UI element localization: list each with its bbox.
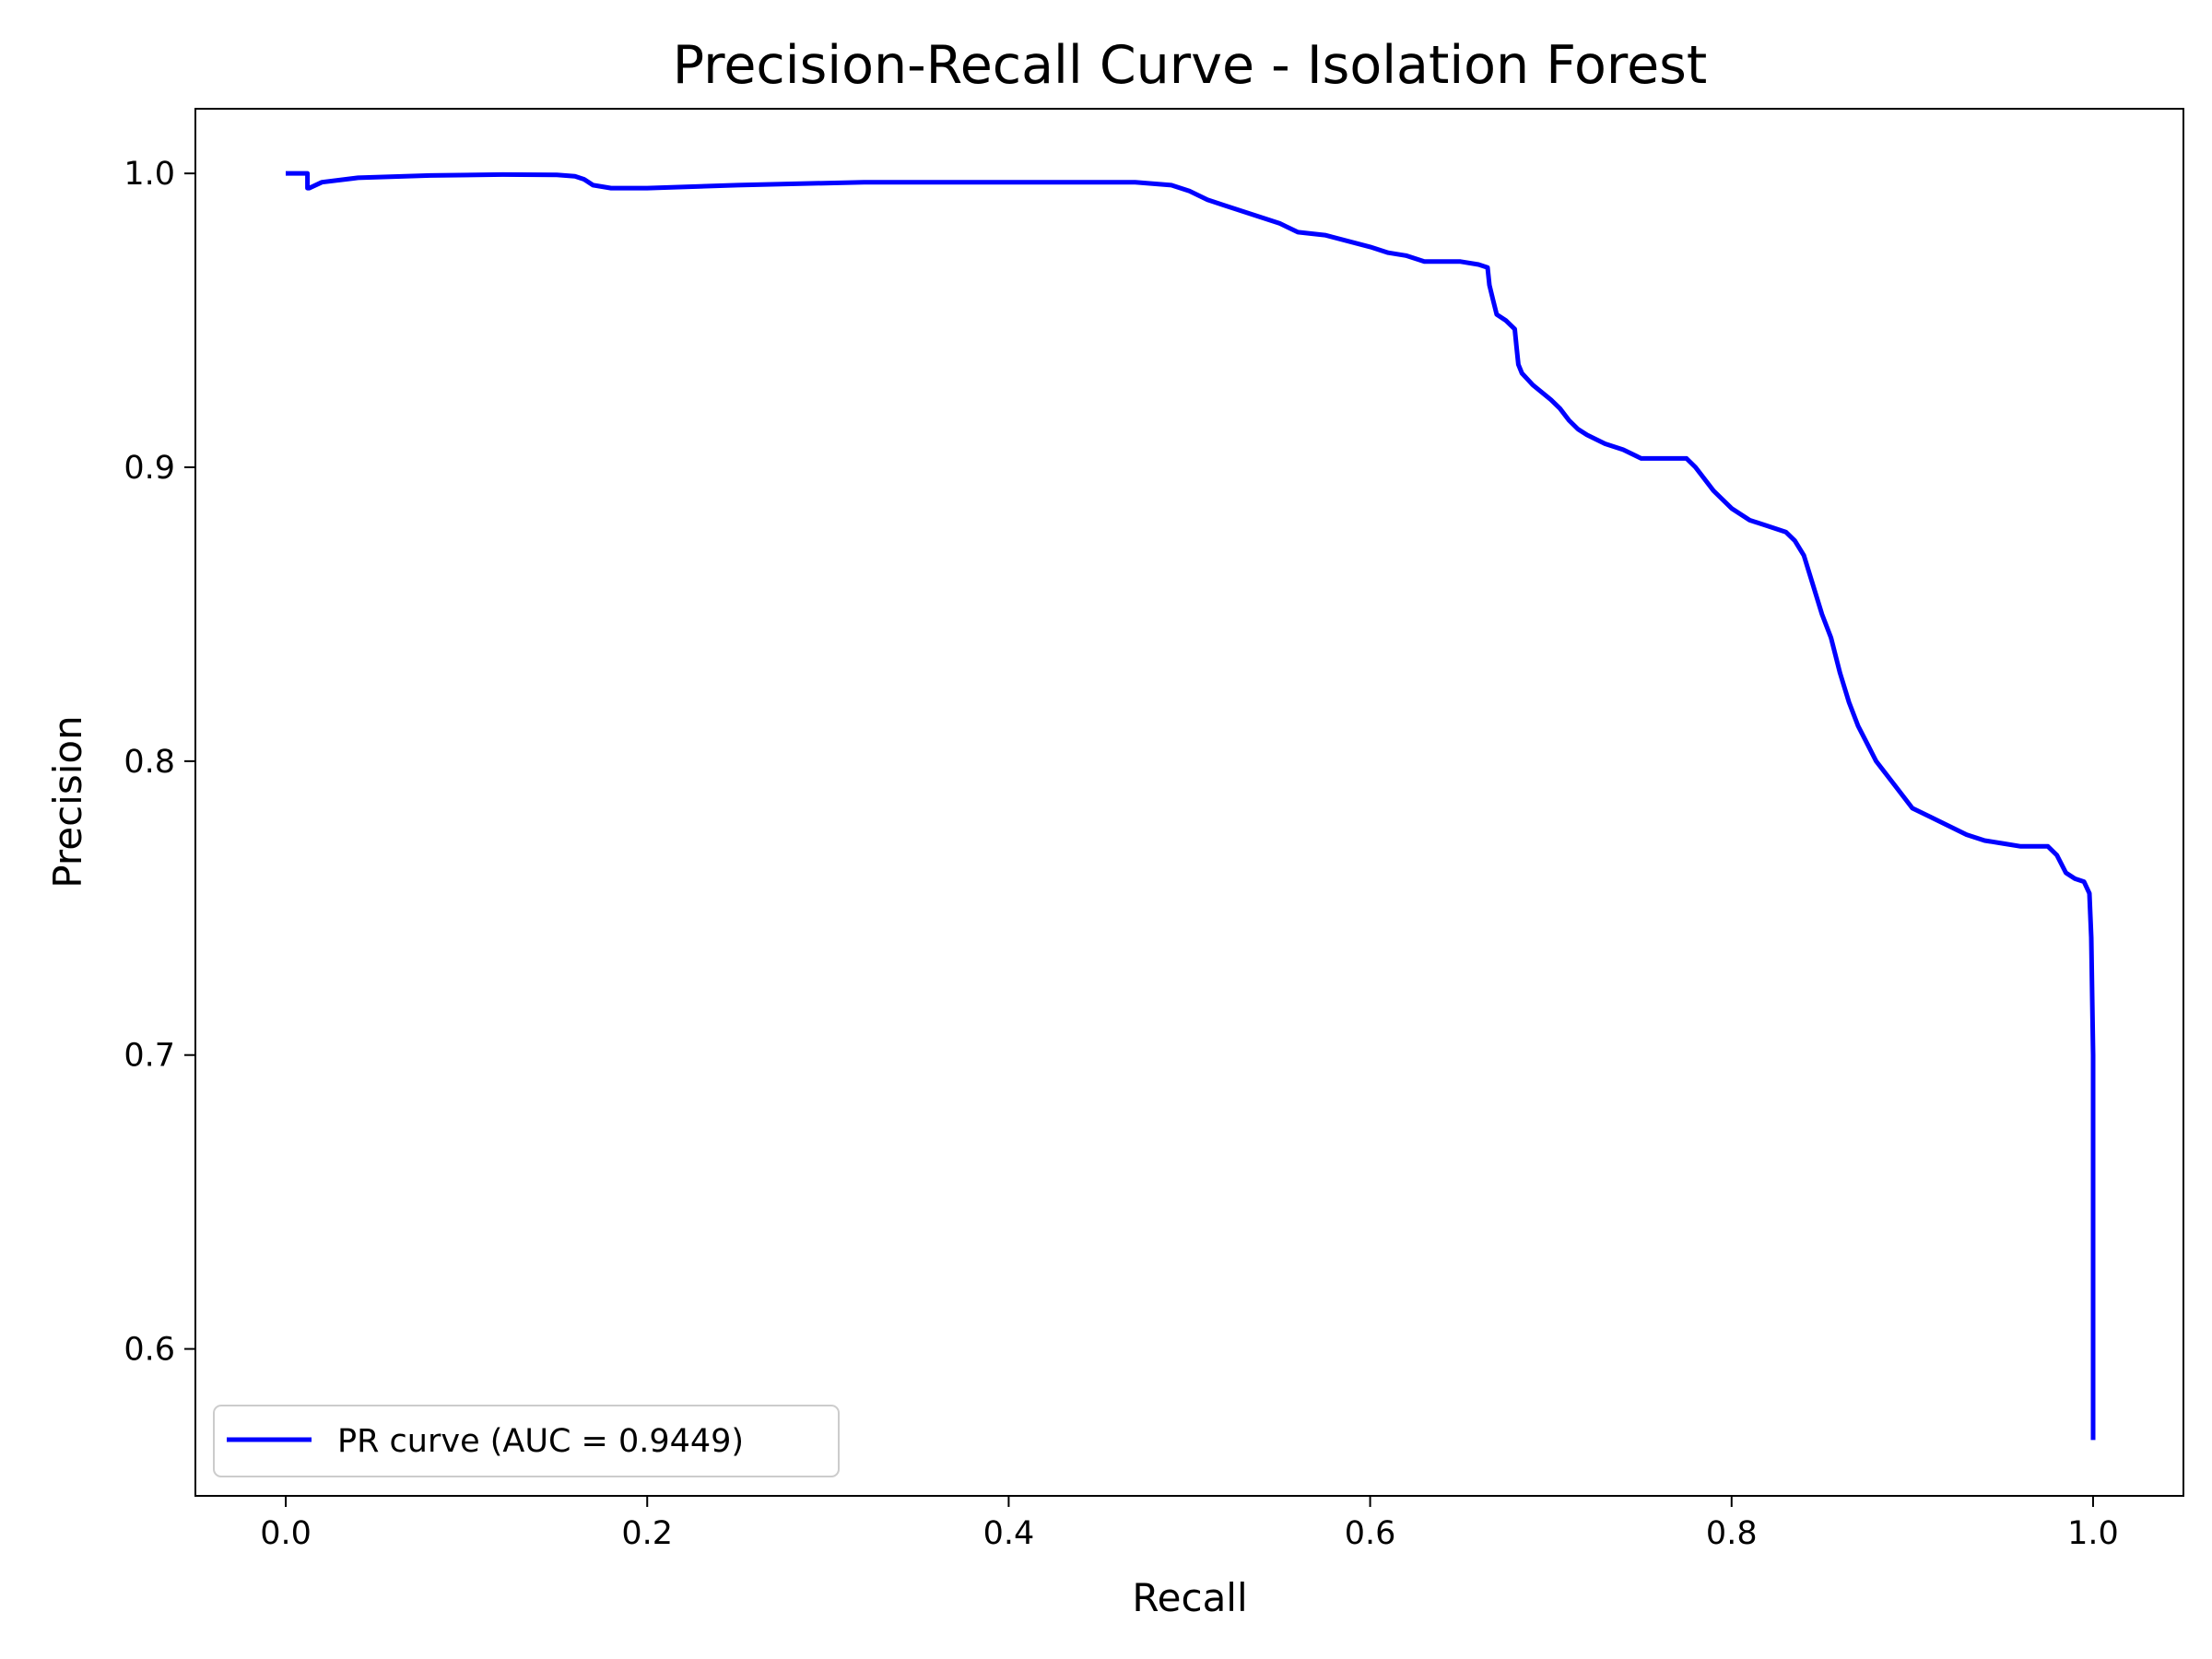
y-axis-label: Precision — [45, 715, 90, 888]
x-tick-label: 0.0 — [260, 1515, 312, 1552]
chart-title: Precision-Recall Curve - Isolation Fores… — [673, 35, 1707, 96]
legend-entry-pr-curve: PR curve (AUC = 0.9449) — [337, 1423, 744, 1460]
plot-area — [194, 108, 2184, 1497]
y-tick-label: 0.6 — [124, 1332, 175, 1369]
series-layer — [286, 171, 2096, 1441]
y-tick-label: 0.9 — [124, 450, 175, 487]
y-tick-label: 0.7 — [124, 1038, 175, 1075]
y-tick-label: 1.0 — [124, 156, 175, 193]
x-axis-ticks: 0.0 0.2 0.4 0.6 0.8 1.0 — [260, 1496, 2119, 1552]
x-tick-label: 1.0 — [2067, 1515, 2119, 1552]
y-axis-ticks: 0.6 0.7 0.8 0.9 1.0 — [124, 156, 195, 1369]
x-tick-label: 0.4 — [983, 1515, 1035, 1552]
x-tick-label: 0.2 — [621, 1515, 673, 1552]
x-axis-label: Recall — [1132, 1575, 1247, 1620]
legend-frame — [213, 1405, 840, 1477]
series-line-pr-curve — [286, 171, 2096, 1441]
x-tick-label: 0.8 — [1706, 1515, 1758, 1552]
legend: PR curve (AUC = 0.9449) — [213, 1405, 840, 1477]
y-tick-label: 0.8 — [124, 744, 175, 781]
x-tick-label: 0.6 — [1345, 1515, 1396, 1552]
